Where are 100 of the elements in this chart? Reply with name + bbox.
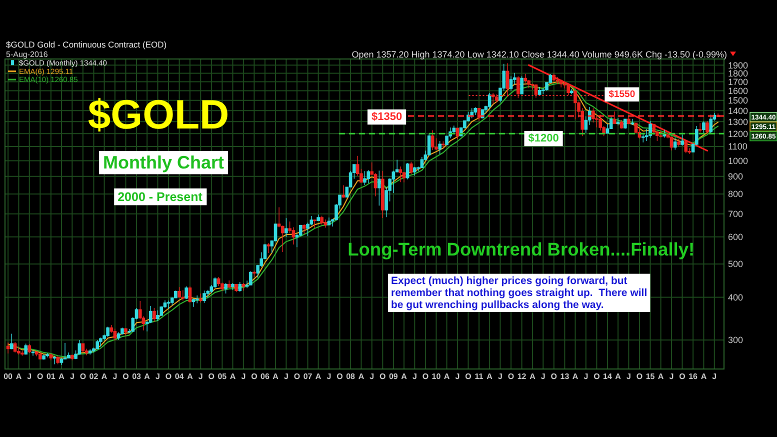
candlestick xyxy=(88,348,92,355)
annotation: $GOLD xyxy=(88,92,230,138)
x-tick-label: A xyxy=(572,372,578,381)
candlestick xyxy=(670,136,674,151)
candlestick xyxy=(284,218,288,238)
x-tick-label: A xyxy=(101,372,108,381)
candlestick xyxy=(113,328,117,341)
chart-title: $GOLD Gold - Continuous Contract (EOD) xyxy=(6,40,167,50)
x-tick-label: J xyxy=(626,372,631,381)
candlestick xyxy=(709,114,713,134)
x-tick-label: O xyxy=(336,372,343,381)
x-tick-label: J xyxy=(455,372,460,381)
candlestick xyxy=(474,106,478,116)
candlestick xyxy=(13,342,17,353)
candlestick xyxy=(641,132,645,143)
candlestick xyxy=(52,355,56,365)
x-tick-label: A xyxy=(187,372,194,381)
y-tick-label: 400 xyxy=(728,292,744,302)
candlestick xyxy=(366,170,370,184)
candlestick xyxy=(81,343,85,353)
candlestick xyxy=(31,350,35,356)
x-tick-label: O xyxy=(380,372,386,381)
x-tick-label: A xyxy=(486,372,493,381)
x-tick-label: A xyxy=(530,372,536,381)
candlestick xyxy=(612,111,616,124)
x-tick-label: J xyxy=(156,372,160,381)
x-tick-label: O xyxy=(508,372,514,381)
x-tick-label: A xyxy=(358,372,364,381)
candlestick xyxy=(538,86,542,96)
x-tick-label: O xyxy=(165,372,172,381)
candlestick xyxy=(156,310,160,322)
x-tick-label: A xyxy=(230,372,236,381)
candlestick xyxy=(327,217,331,226)
x-tick-label: O xyxy=(208,372,215,381)
y-tick-label: 900 xyxy=(728,172,744,182)
x-tick-label: J xyxy=(498,372,502,381)
candlestick xyxy=(313,219,316,228)
candlestick xyxy=(320,215,324,226)
x-tick-label: 02 xyxy=(89,372,99,381)
x-tick-label: J xyxy=(326,372,332,381)
x-tick-label: J xyxy=(241,372,246,381)
candlestick xyxy=(152,308,156,322)
y-tick-label: 1600 xyxy=(728,86,748,96)
candlestick xyxy=(99,337,102,347)
candlestick xyxy=(616,118,620,126)
candlestick xyxy=(242,282,246,291)
x-tick-label: O xyxy=(122,372,129,381)
x-tick-label: 16 xyxy=(688,372,698,381)
y-tick-label: 1500 xyxy=(728,96,748,106)
candlestick xyxy=(438,140,442,155)
candlestick xyxy=(198,293,202,303)
ref-line-label: $1550 xyxy=(608,88,636,100)
candlestick xyxy=(520,76,524,95)
candlestick xyxy=(42,354,46,360)
x-tick-label: 08 xyxy=(346,372,356,381)
x-tick-label: J xyxy=(712,372,717,381)
y-tick-label: 1400 xyxy=(728,106,748,116)
candlestick xyxy=(506,62,510,98)
y-tick-label: 800 xyxy=(728,189,744,200)
y-tick-label: 300 xyxy=(728,335,744,346)
annotation: 2000 - Present xyxy=(118,190,204,204)
candlestick xyxy=(556,76,560,85)
candlestick xyxy=(10,333,14,350)
candlestick xyxy=(316,214,320,222)
y-tick-label: 1700 xyxy=(728,76,748,87)
candlestick xyxy=(324,219,328,228)
candlestick xyxy=(49,353,53,361)
candlestick xyxy=(106,326,110,338)
candlestick xyxy=(620,120,624,129)
candlestick xyxy=(17,346,20,355)
annotation: Monthly Chart xyxy=(103,152,224,173)
x-tick-label: 13 xyxy=(560,372,570,381)
candlestick xyxy=(227,280,231,289)
candlestick xyxy=(398,166,402,183)
chart-subtitle: 5-Aug-2016 xyxy=(6,50,48,59)
candlestick xyxy=(570,88,574,95)
candlestick xyxy=(231,282,234,290)
x-tick-label: J xyxy=(370,372,374,381)
candlestick xyxy=(662,129,666,138)
y-tick-label: 1300 xyxy=(728,116,748,127)
candlestick xyxy=(534,84,538,98)
x-tick-label: 09 xyxy=(389,372,398,381)
candlestick xyxy=(192,298,196,308)
candlestick xyxy=(491,92,495,104)
x-tick-label: J xyxy=(669,372,674,381)
candlestick xyxy=(184,286,188,300)
candlestick xyxy=(706,120,709,134)
candlestick xyxy=(166,300,170,310)
x-tick-label: 12 xyxy=(517,372,527,381)
y-tick-label: 700 xyxy=(728,209,744,220)
x-tick-label: O xyxy=(251,372,258,381)
x-tick-label: O xyxy=(594,372,600,381)
candlestick xyxy=(46,352,49,358)
x-tick-label: O xyxy=(37,372,44,381)
candlestick xyxy=(430,130,434,150)
candlestick xyxy=(559,79,563,88)
candlestick xyxy=(20,350,24,356)
annotation: Open 1357.20 High 1374.20 Low 1342.10 Close 1344.40 Volume 949.6K Chg -13.50 (-0.99%) xyxy=(352,50,727,60)
candlestick xyxy=(96,340,100,350)
candlestick xyxy=(509,76,513,92)
